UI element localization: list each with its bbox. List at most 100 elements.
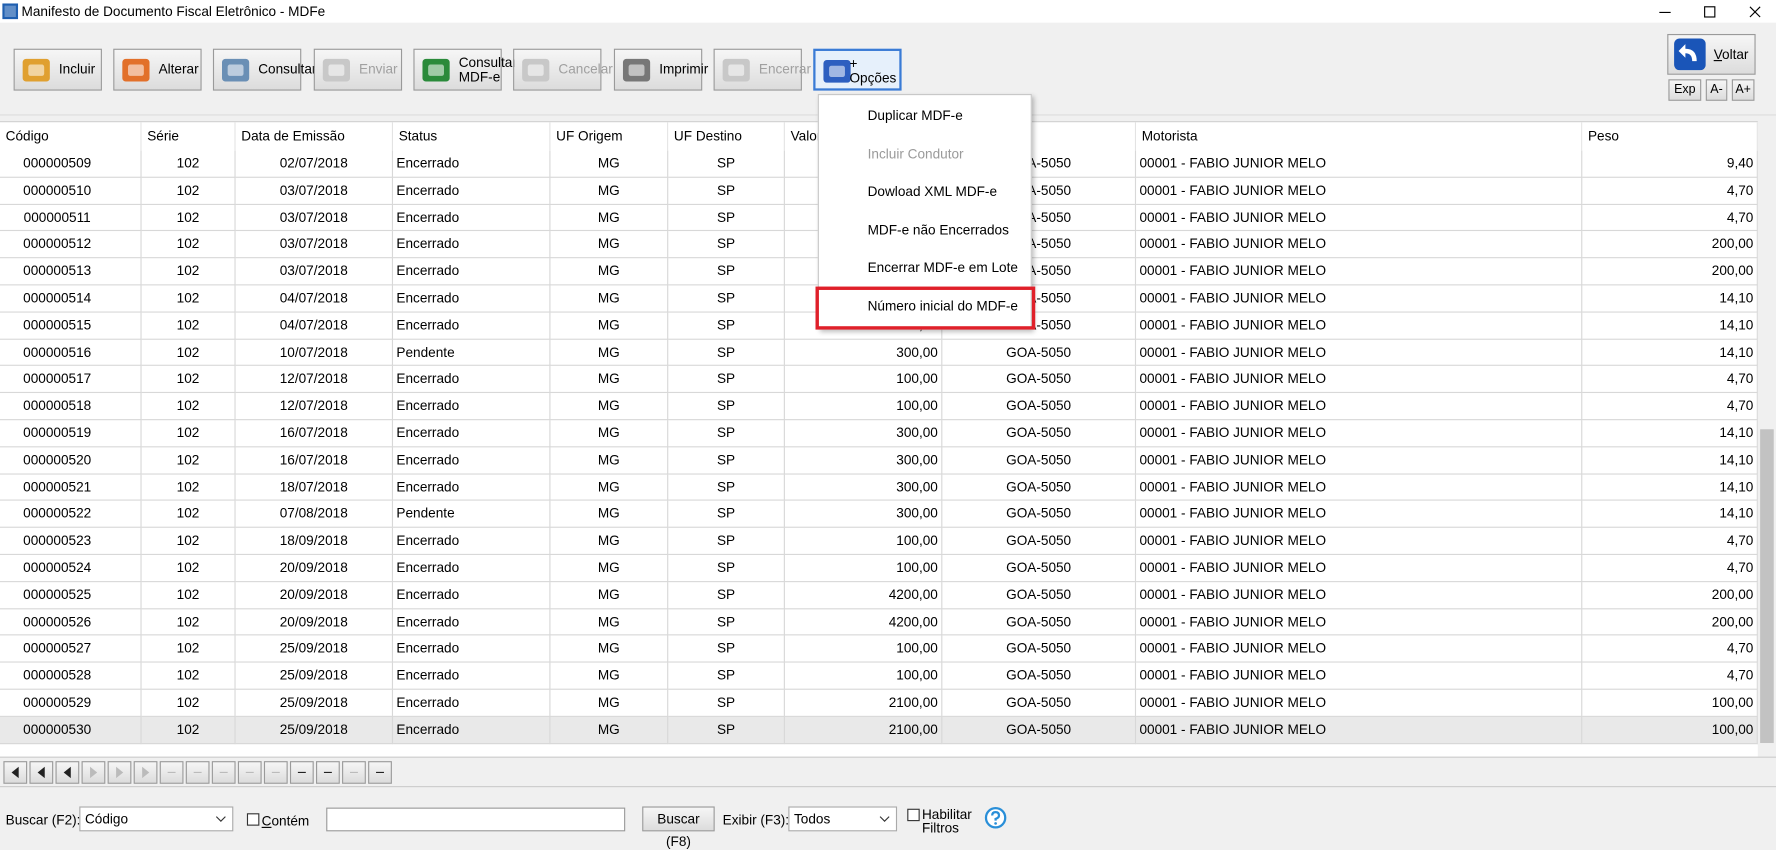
nav-button[interactable] [263,761,288,784]
table-row[interactable]: 00000050910202/07/2018EncerradoMGSP200,0… [0,150,1758,178]
column-header[interactable]: Série [141,122,236,151]
font-button[interactable]: A+ [1731,79,1755,101]
column-header[interactable]: Motorista [1136,122,1583,151]
checkbox[interactable] [907,808,920,822]
column-header[interactable]: Código [0,122,142,151]
table-cell: 102 [141,528,236,555]
show-combo[interactable]: Todos [788,806,898,832]
table-row[interactable]: 000000525 102 20/09/2018 Encerrado MG SP 4200,… [0,581,1758,609]
button-label: Imprimir [659,61,709,78]
table-row[interactable]: 00000051510204/07/2018EncerradoMGSP300,0… [0,312,1758,340]
table-row[interactable]: 000000527 102 25/09/2018 Encerrado MG SP 100,0… [0,635,1758,663]
table-row[interactable]: 000000516 102 10/07/2018 Pendente MG SP 300,00… [0,339,1758,367]
nav-button[interactable] [133,761,158,784]
toolbar-button[interactable]: Alterar [113,48,202,91]
table-cell: 00001 - FABIO JUNIOR MELO [1136,420,1583,448]
table-row[interactable]: 000000526 102 20/09/2018 Encerrado MG SP 4200,… [0,608,1758,636]
table-cell: 14,10 [1582,339,1758,367]
table-cell: MG [550,150,669,178]
nav-button[interactable] [289,761,314,784]
column-header[interactable]: Status [393,122,551,151]
menu-item[interactable]: MDF-e não Encerrados [867,221,1009,238]
table-row[interactable]: 000000528 102 25/09/2018 Encerrado MG SP 100,0… [0,662,1758,690]
column-header[interactable]: UF Destino [668,122,785,151]
v-scrollbar[interactable] [1757,121,1776,757]
table-cell: 00001 - FABIO JUNIOR MELO [1136,635,1583,663]
nav-button[interactable] [185,761,210,784]
table-cell: Encerrado [393,581,551,609]
table-cell: 12/07/2018 [235,366,394,394]
nav-button[interactable] [237,761,262,784]
help-icon[interactable] [984,806,1007,832]
table-cell: 102 [141,177,236,205]
nav-button[interactable] [211,761,236,784]
table-cell: 000000510 [0,177,142,205]
table-cell: 4,70 [1582,635,1758,663]
checkbox[interactable] [246,813,260,826]
app-icon [2,3,19,20]
font-button[interactable]: A- [1705,79,1728,101]
table-row[interactable]: 000000521 102 18/07/2018 Encerrado MG SP 300,0… [0,474,1758,502]
table-row[interactable]: 000000517 102 12/07/2018 Encerrado MG SP 100,0… [0,366,1758,394]
font-button[interactable]: Exp [1668,79,1702,101]
nav-button[interactable] [107,761,132,784]
table-cell: SP [668,339,785,367]
table-row[interactable]: 000000524 102 20/09/2018 Encerrado MG SP 100,0… [0,554,1758,582]
table-cell: 000000528 [0,662,142,690]
toolbar: Incluir Alterar Consultar Enviar Consultar M… [0,23,1776,116]
window-title: Manifesto de Documento Fiscal Eletrônico… [21,3,326,20]
menu-item[interactable]: Encerrar MDF-e em Lote [867,259,1018,276]
search-button[interactable]: Buscar (F8) [642,806,715,849]
column-header[interactable]: Data de Emissão [235,122,394,151]
nav-button[interactable] [342,761,366,784]
menu-item[interactable]: Dowload XML MDF-e [867,183,998,200]
table-cell: MG [550,662,669,690]
toolbar-button[interactable]: Imprimir [613,48,709,91]
search-input[interactable] [326,807,626,832]
table-cell: 18/07/2018 [235,474,394,502]
table-cell: 00001 - FABIO JUNIOR MELO [1136,689,1583,717]
toolbar-button[interactable]: + Opções [813,48,902,91]
table-cell: 4200,00 [784,608,943,636]
table-row[interactable]: 000000530 102 25/09/2018 Encerrado MG SP 2100,… [0,716,1758,744]
nav-button[interactable] [368,761,392,784]
footer: Buscar (F2): Código Contém Buscar (F8) Exibi… [0,795,1776,849]
table-row[interactable]: 000000519 102 16/07/2018 Encerrado MG SP 300,0… [0,420,1758,448]
table-cell: 20/09/2018 [235,554,394,582]
nav-button[interactable] [81,761,106,784]
menu-item[interactable]: Número inicial do MDF-e [867,297,1018,314]
table-cell: Pendente [393,339,551,367]
column-header[interactable]: UF Origem [550,122,669,151]
table-cell: MG [550,339,669,367]
nav-button[interactable] [316,761,340,784]
navigator [0,756,1776,788]
toolbar-button[interactable]: Consultar MDF-e [413,48,517,91]
table-cell: MG [550,608,669,636]
table-cell: 102 [141,150,236,178]
table-row[interactable]: 000000523 102 18/09/2018 Encerrado MG SP 100,0… [0,528,1758,555]
nav-button[interactable] [159,761,184,784]
table-row[interactable]: 000000520 102 16/07/2018 Encerrado MG SP 300,0… [0,447,1758,475]
back-button[interactable]: Voltar [1667,33,1756,75]
nav-button[interactable] [29,761,54,784]
nav-button[interactable] [3,761,28,784]
table-cell: 102 [141,420,236,448]
table-cell: 000000517 [0,366,142,394]
menu-item[interactable]: Duplicar MDF-e [867,107,963,124]
table-cell: 100,00 [784,528,943,555]
window-controls[interactable] [1654,2,1767,20]
scroll-thumb[interactable] [1760,429,1774,744]
table-row[interactable]: 000000529 102 25/09/2018 Encerrado MG SP 2100,… [0,689,1758,717]
toolbar-button[interactable]: Consultar [212,48,316,91]
table-cell: 000000529 [0,689,142,717]
column-header[interactable]: Peso [1582,122,1758,151]
search-field-combo[interactable]: Código [79,806,234,832]
table-row[interactable]: 000000518 102 12/07/2018 Encerrado MG SP 100,0… [0,393,1758,421]
table-row[interactable]: 000000522 102 07/08/2018 Pendente MG SP 300,00… [0,501,1758,529]
table-cell: 100,00 [784,662,943,690]
toolbar-button[interactable]: Incluir [13,48,102,91]
table-cell: GOA-5050 [942,528,1137,555]
h-scroll-track[interactable] [453,762,1756,782]
nav-button[interactable] [55,761,80,784]
